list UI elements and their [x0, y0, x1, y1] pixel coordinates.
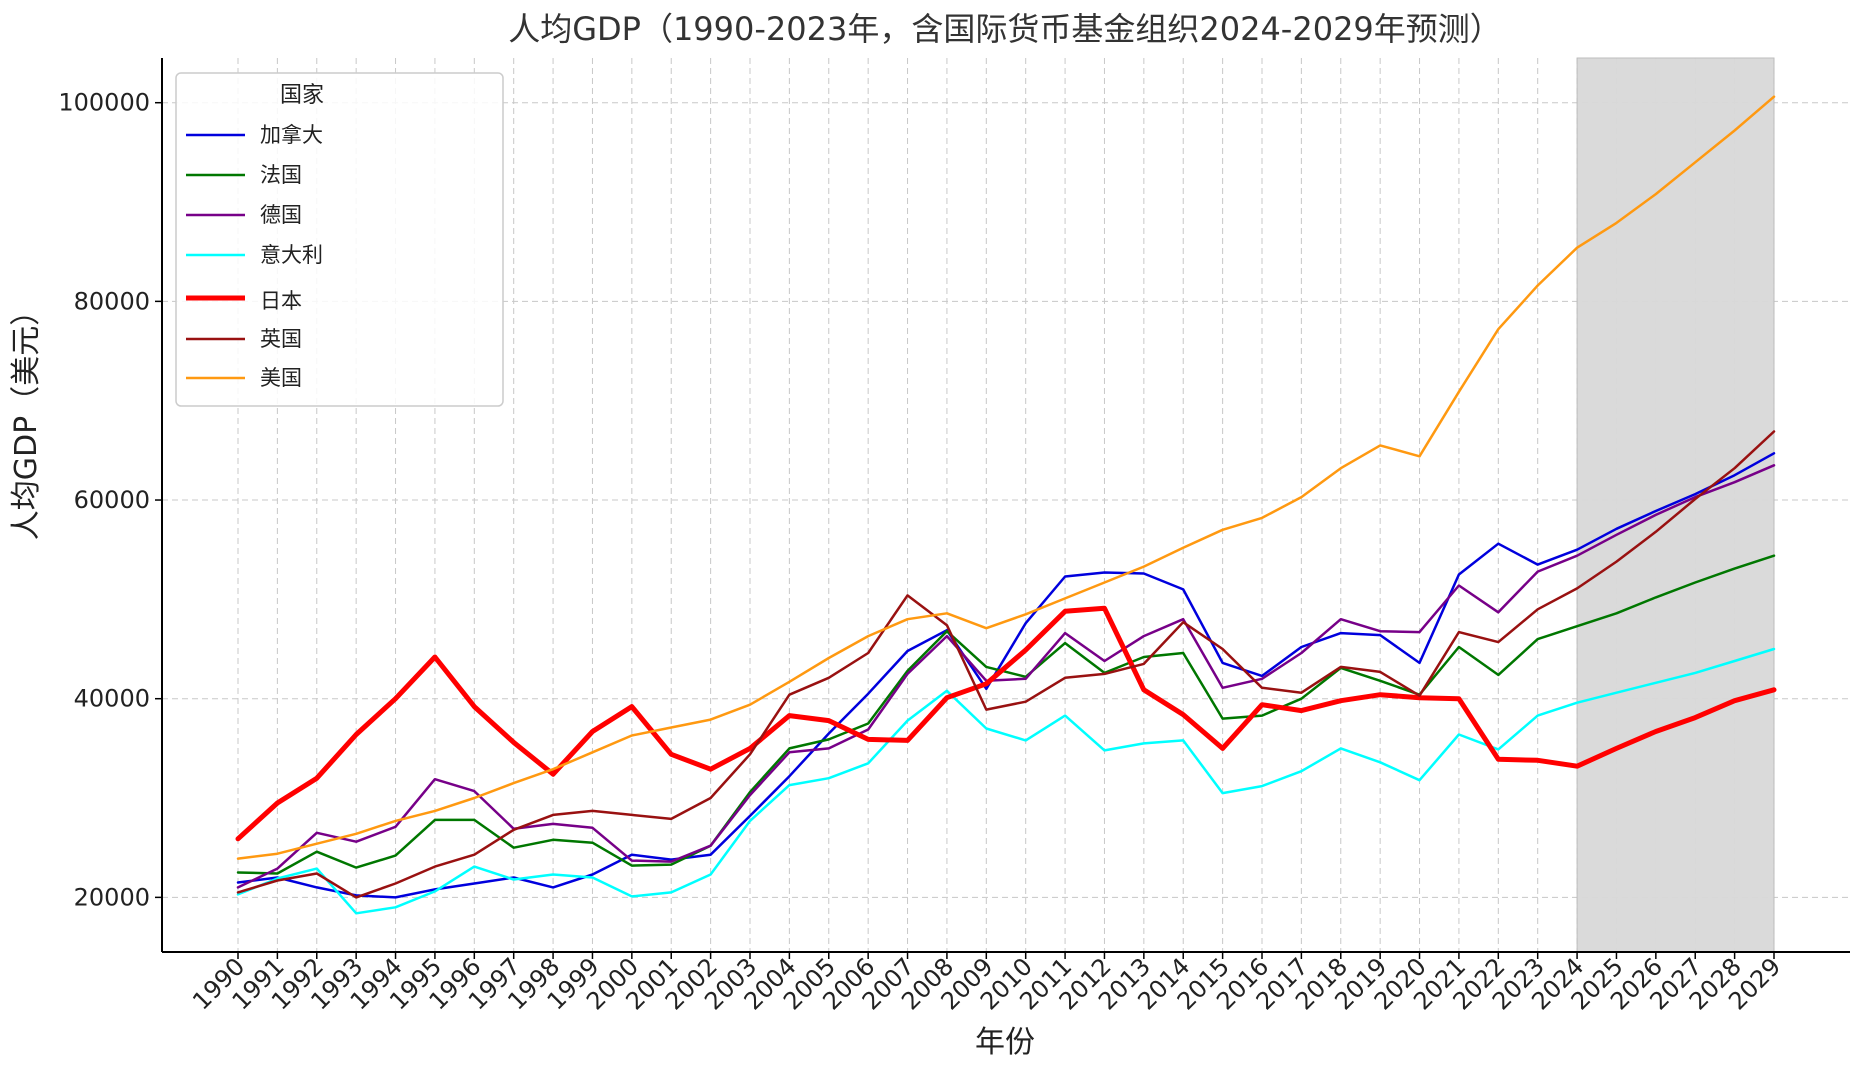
series-line-加拿大	[236, 452, 1776, 899]
legend-label: 加拿大	[260, 123, 323, 147]
tick-labels: 2000040000600008000010000019901991199219…	[58, 89, 1786, 1016]
chart-title: 人均GDP（1990-2023年，含国际货币基金组织2024-2029年预测）	[508, 10, 1502, 48]
axes	[155, 58, 1850, 959]
y-tick-label: 100000	[58, 89, 150, 117]
series-line-日本	[235, 605, 1777, 842]
series-line-法国	[236, 554, 1776, 875]
series-line-美国	[236, 95, 1776, 860]
legend-label: 德国	[260, 203, 302, 227]
legend-label: 英国	[260, 327, 302, 351]
legend-label: 日本	[260, 289, 302, 313]
legend-label: 法国	[260, 163, 302, 187]
series-line-德国	[236, 464, 1776, 889]
y-tick-label: 40000	[74, 685, 150, 713]
y-tick-label: 60000	[74, 486, 150, 514]
series-line-意大利	[236, 647, 1776, 915]
legend-title: 国家	[280, 83, 324, 108]
legend-label: 意大利	[260, 243, 323, 267]
series-lines	[235, 95, 1777, 915]
legend-label: 美国	[260, 366, 302, 390]
y-tick-label: 20000	[74, 883, 150, 911]
series-line-英国	[236, 430, 1776, 899]
y-axis-title: 人均GDP（美元）	[9, 296, 44, 540]
y-tick-label: 80000	[74, 287, 150, 315]
grid	[162, 58, 1850, 952]
x-axis-title: 年份	[975, 1025, 1035, 1060]
